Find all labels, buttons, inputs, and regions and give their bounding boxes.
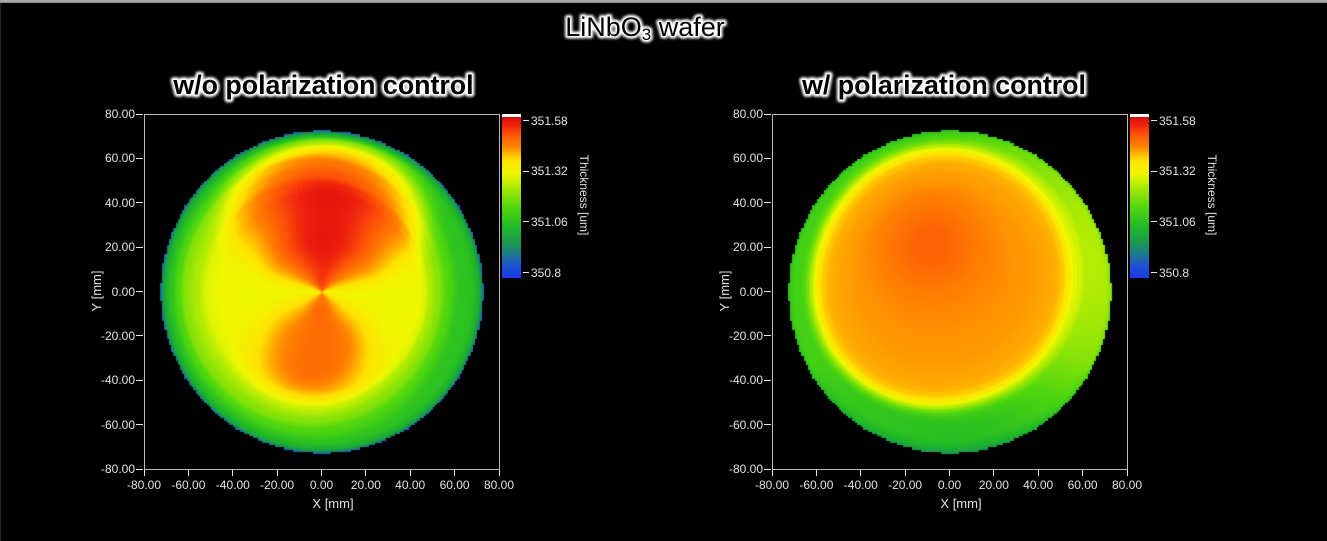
svg-text:w/o polarization control: w/o polarization control	[172, 70, 473, 100]
svg-text:LiNbO3 wafer: LiNbO3 wafer	[565, 12, 725, 44]
svg-text:w/ polarization control: w/ polarization control	[801, 70, 1086, 100]
svg-text:w/ polarization control: w/ polarization control	[801, 70, 1086, 100]
svg-text:w/o polarization control: w/o polarization control	[172, 70, 473, 100]
